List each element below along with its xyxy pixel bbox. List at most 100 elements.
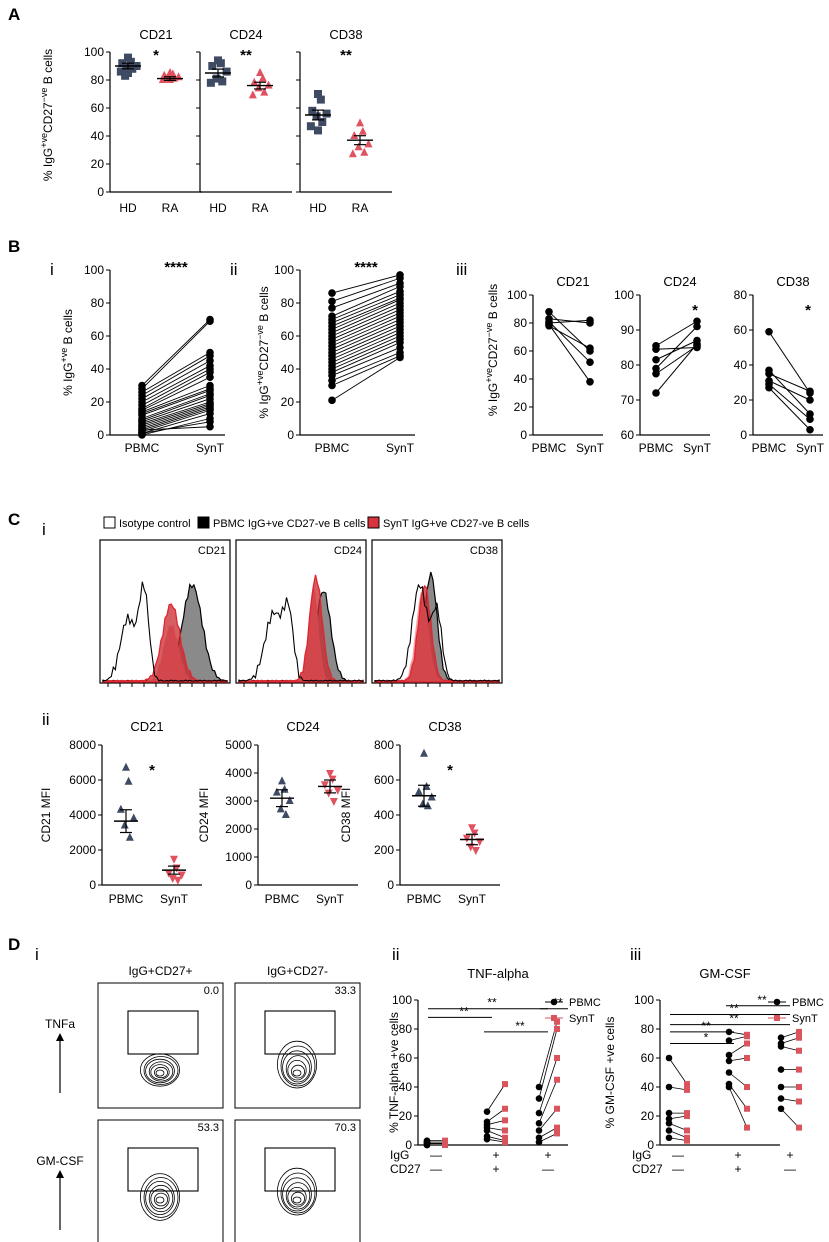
b-iii-cd38-pbmc-point: [765, 327, 773, 336]
d-i-contour: [292, 1196, 302, 1204]
d-i-gate: [264, 1010, 336, 1055]
c-i-legend-label: SynT IgG+ve CD27-ve B cells: [383, 518, 530, 530]
a-ra-point: [364, 139, 373, 148]
c-ii-cd21-pbmc-point: [129, 813, 138, 822]
b-i-ytick-label: 80: [91, 296, 105, 310]
c-ii-cd38-xtick-label: PBMC: [407, 892, 442, 906]
d-i-contour: [153, 1192, 168, 1207]
d-i-col-title: IgG+CD27-: [267, 964, 328, 978]
c-i-legend-label: Isotype control: [119, 518, 191, 530]
c-i-cd24-isotype-histogram: [238, 597, 364, 682]
b-iii-cd24-synt-point: [693, 340, 701, 348]
c-i-cd21-isotype-histogram: [102, 581, 228, 682]
d-iii-ytick-label: 0: [647, 1138, 654, 1152]
d-i-contour: [148, 1184, 174, 1213]
d-i-contour: [145, 1058, 175, 1084]
c-ii-cd24-ytick-label: 3000: [225, 794, 252, 808]
c-ii-cd24-pbmc-point: [272, 787, 281, 796]
d-ii-ytick-label: 20: [399, 1109, 413, 1123]
b-ii-pair-line: [331, 277, 401, 302]
c-ii-cd38-pbmc-point: [420, 748, 428, 757]
b-iii-cd24-title: CD24: [663, 274, 696, 289]
d-ii-ytick-label: 100: [392, 993, 412, 1007]
b-ii-pair-line: [331, 286, 401, 317]
d-ii-ytick-label: 60: [399, 1051, 413, 1065]
d-ii-ylabel: % TNF-alpha +ve cells: [387, 1012, 401, 1133]
d-i-contour: [145, 1181, 175, 1216]
c-ii-cd24-ylabel: CD24 MFI: [197, 788, 211, 843]
b-ii-ytick-label: 100: [274, 263, 294, 277]
d-i-gate: [264, 1147, 336, 1192]
d-i-contour: [292, 1069, 302, 1077]
d-iii-synt-point: [744, 1105, 750, 1112]
c-ii-cd38-ytick-label: 800: [374, 738, 394, 752]
b-iii-cd38-ytick-label: 40: [734, 358, 748, 372]
c-ii-cd24-synt-point: [324, 789, 333, 798]
c-ii-cd38-ylabel: CD38 MFI: [339, 788, 353, 843]
b-iii-cd21-xtick-label: PBMC: [532, 441, 567, 455]
a-title: CD38: [329, 27, 362, 42]
c-ii-cd21-xtick-label: PBMC: [109, 892, 144, 906]
c-ii-cd24-pbmc-point: [278, 776, 286, 785]
b-ii-pair-line: [331, 338, 401, 370]
d-ii-ytick-label: 0: [405, 1138, 412, 1152]
c-ii-cd21-ylabel: CD21 MFI: [39, 788, 53, 843]
b-iii-cd38-ytick-label: 0: [740, 428, 747, 442]
c-ii-cd38-synt-point: [466, 843, 475, 852]
d-i-row-title: GM-CSF: [36, 1154, 83, 1168]
d-iii-ytick-label: 60: [641, 1051, 655, 1065]
a-ra-point: [356, 118, 364, 127]
b-iii-cd21-title: CD21: [556, 274, 589, 289]
b-iii-cd21-ytick-label: 40: [514, 372, 528, 386]
d-i-contour: [143, 1056, 179, 1085]
b-iii-cd24-pair-line: [655, 343, 698, 394]
b-iii-cd38-xtick-label: SynT: [796, 441, 825, 455]
b-iii-cd21-synt-point: [586, 344, 594, 353]
d-ii-legend-label: PBMC: [569, 997, 601, 1009]
a-xtick-label: HD: [119, 201, 137, 215]
b-iii-cd21-ytick-label: 100: [507, 288, 527, 302]
c-ii-cd38-synt-point: [471, 847, 480, 855]
b-ii-ylabel: % IgG+veCD27−ve B cells: [255, 286, 271, 418]
b-iii-cd38-synt-point: [806, 396, 814, 404]
d-ii-row-label-cd27: CD27: [390, 1162, 421, 1176]
a-hd-point: [314, 90, 322, 98]
c-ii-cd21-pbmc-point: [120, 820, 129, 829]
b-ii-significance: ****: [354, 259, 378, 276]
d-ii-pbmc-point: [483, 1127, 491, 1134]
d-ii-pair-line: [486, 1083, 506, 1112]
a-hd-point: [216, 59, 225, 68]
c-i-cd24-plot-frame: [235, 539, 367, 684]
b-ii-pair-line: [331, 352, 401, 381]
a-hd-point: [208, 62, 217, 70]
c-ii-cd21-pbmc-point: [125, 832, 134, 841]
b-i-ytick-label: 100: [84, 263, 104, 277]
d-ii-synt-point: [554, 1055, 560, 1061]
d-ii-title: TNF-alpha: [467, 966, 529, 981]
d-iii-synt-point: [796, 1028, 802, 1035]
d-ii-row1-value: —: [430, 1148, 442, 1162]
b-iii-cd21-xtick-label: SynT: [576, 441, 605, 455]
panel-d-ii: 0 20 40 60 80 100 TNF-alpha % TNF-alpha +ve cel…: [387, 966, 601, 1176]
b-ii-pair-line: [331, 325, 401, 357]
d-i-contour: [280, 1045, 316, 1087]
a-hd-point: [206, 78, 215, 87]
c-i-cd38-isotype-histogram: [374, 583, 500, 682]
c-ii-cd21-ytick-label: 0: [89, 878, 96, 892]
d-iii-pbmc-point: [725, 1051, 733, 1059]
panel-d-iii: 0 20 40 60 80 100 GM-CSF % GM-CSF +ve cells IgGC…: [603, 966, 824, 1176]
d-iii-synt-point: [796, 1124, 802, 1131]
b-iii-cd21-synt-point: [586, 316, 594, 325]
d-iii-synt-point: [684, 1137, 690, 1144]
panel-label-d: D: [8, 935, 20, 954]
d-i-plot-frame: [97, 1119, 224, 1242]
c-ii-cd38-ytick-label: 200: [374, 843, 394, 857]
d-ii-pbmc-point: [535, 1083, 543, 1091]
panel-b-ii: 0 20 40 60 80 100% IgG+veCD27−ve B cells PBMC S…: [255, 259, 415, 455]
b-iii-cd38-synt-point: [806, 415, 814, 424]
a-hd-point: [308, 106, 317, 115]
b-i-synt-point: [206, 373, 214, 382]
a-cd21-ytick-label: 40: [91, 129, 105, 143]
b-i-pair-line: [141, 404, 211, 428]
a-ra-point: [358, 126, 367, 135]
